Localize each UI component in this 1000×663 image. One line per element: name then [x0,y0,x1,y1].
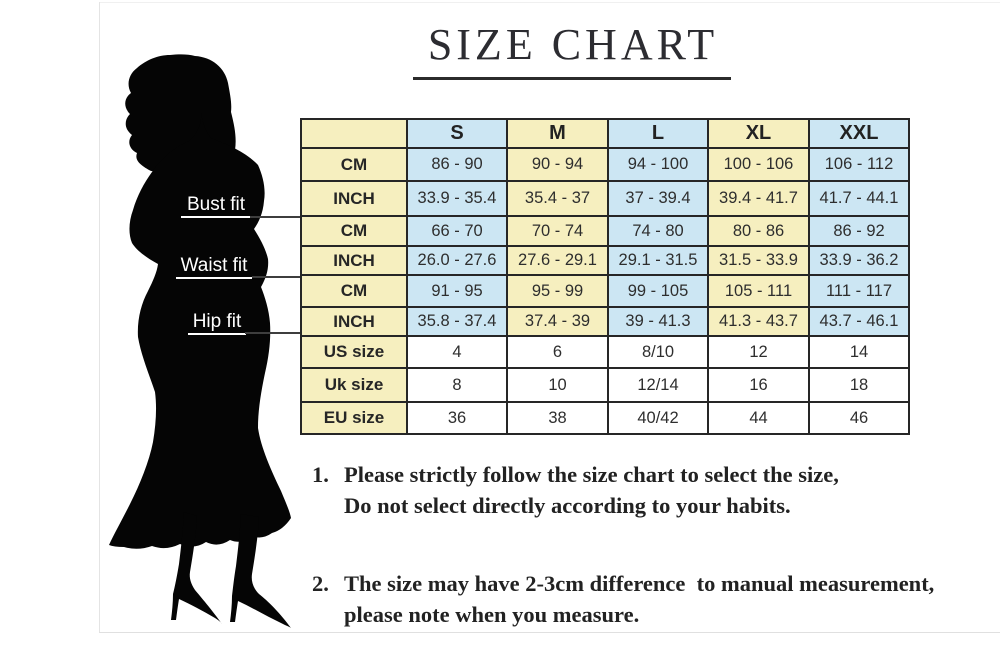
table-cell: 12/14 [609,369,707,401]
table-header-xxl: XXL [810,120,908,147]
table-cell: 27.6 - 29.1 [508,247,607,274]
note-2-line-1: The size may have 2-3cm difference to ma… [344,571,935,596]
row-label-uk-size: Uk size [302,369,406,401]
frame-line-top [99,2,1000,3]
page-title: SIZE CHART [427,20,719,69]
table-cell: 44 [709,403,808,433]
table-cell: 38 [508,403,607,433]
table-cell: 80 - 86 [709,217,808,245]
table-cell: 99 - 105 [609,276,707,306]
table-cell: 36 [408,403,506,433]
table-cell: 86 - 92 [810,217,908,245]
frame-line-left [99,2,100,633]
table-header-s: S [408,120,506,147]
table-header-l: L [609,120,707,147]
note-1-line-1: Please strictly follow the size chart to… [344,462,839,487]
table-cell: 95 - 99 [508,276,607,306]
note-2: 2. The size may have 2-3cm difference to… [312,568,994,630]
table-cell: 46 [810,403,908,433]
table-cell: 4 [408,337,506,367]
table-cell: 33.9 - 35.4 [408,182,506,215]
table-header-blank [302,120,406,147]
table-cell: 35.8 - 37.4 [408,308,506,335]
connector-line-bust [250,216,302,218]
notes-section: 1. Please strictly follow the size chart… [312,459,994,630]
note-2-text: The size may have 2-3cm difference to ma… [344,568,934,630]
note-1-line-2: Do not select directly according to your… [344,493,791,518]
table-cell: 41.7 - 44.1 [810,182,908,215]
table-header-m: M [508,120,607,147]
note-2-number: 2. [312,571,329,596]
table-cell: 105 - 111 [709,276,808,306]
table-cell: 39.4 - 41.7 [709,182,808,215]
row-label-waist-cm: CM [302,217,406,245]
row-label-bust-cm: CM [302,149,406,180]
table-cell: 10 [508,369,607,401]
table-cell: 43.7 - 46.1 [810,308,908,335]
connector-line-waist [252,276,302,278]
note-1-text: Please strictly follow the size chart to… [344,459,839,521]
table-cell: 14 [810,337,908,367]
frame-line-bottom [99,632,1000,633]
table-cell: 94 - 100 [609,149,707,180]
table-cell: 18 [810,369,908,401]
table-cell: 39 - 41.3 [609,308,707,335]
table-cell: 37.4 - 39 [508,308,607,335]
table-cell: 8/10 [609,337,707,367]
row-label-us-size: US size [302,337,406,367]
table-cell: 35.4 - 37 [508,182,607,215]
size-table: S M L XL XXL CM 86 - 90 90 - 94 94 - 100… [300,118,910,435]
table-cell: 40/42 [609,403,707,433]
table-cell: 70 - 74 [508,217,607,245]
row-label-hip-cm: CM [302,276,406,306]
table-cell: 111 - 117 [810,276,908,306]
table-cell: 37 - 39.4 [609,182,707,215]
row-label-bust-inch: INCH [302,182,406,215]
table-cell: 91 - 95 [408,276,506,306]
table-cell: 8 [408,369,506,401]
table-cell: 90 - 94 [508,149,607,180]
fit-label-hip: Hip fit [188,312,246,335]
connector-line-hip [245,332,302,334]
table-cell: 31.5 - 33.9 [709,247,808,274]
table-cell: 74 - 80 [609,217,707,245]
table-header-xl: XL [709,120,808,147]
table-cell: 29.1 - 31.5 [609,247,707,274]
row-label-waist-inch: INCH [302,247,406,274]
note-1: 1. Please strictly follow the size chart… [312,459,994,521]
note-1-number: 1. [312,462,329,487]
note-2-line-2: please note when you measure. [344,602,640,627]
table-cell: 33.9 - 36.2 [810,247,908,274]
table-cell: 106 - 112 [810,149,908,180]
table-cell: 100 - 106 [709,149,808,180]
table-cell: 6 [508,337,607,367]
table-cell: 16 [709,369,808,401]
table-cell: 26.0 - 27.6 [408,247,506,274]
table-cell: 41.3 - 43.7 [709,308,808,335]
row-label-eu-size: EU size [302,403,406,433]
woman-silhouette-icon [109,54,291,628]
table-cell: 86 - 90 [408,149,506,180]
table-cell: 12 [709,337,808,367]
fit-label-waist: Waist fit [176,256,252,279]
row-label-hip-inch: INCH [302,308,406,335]
fit-label-bust: Bust fit [181,195,251,218]
title-underline [413,77,731,80]
table-cell: 66 - 70 [408,217,506,245]
